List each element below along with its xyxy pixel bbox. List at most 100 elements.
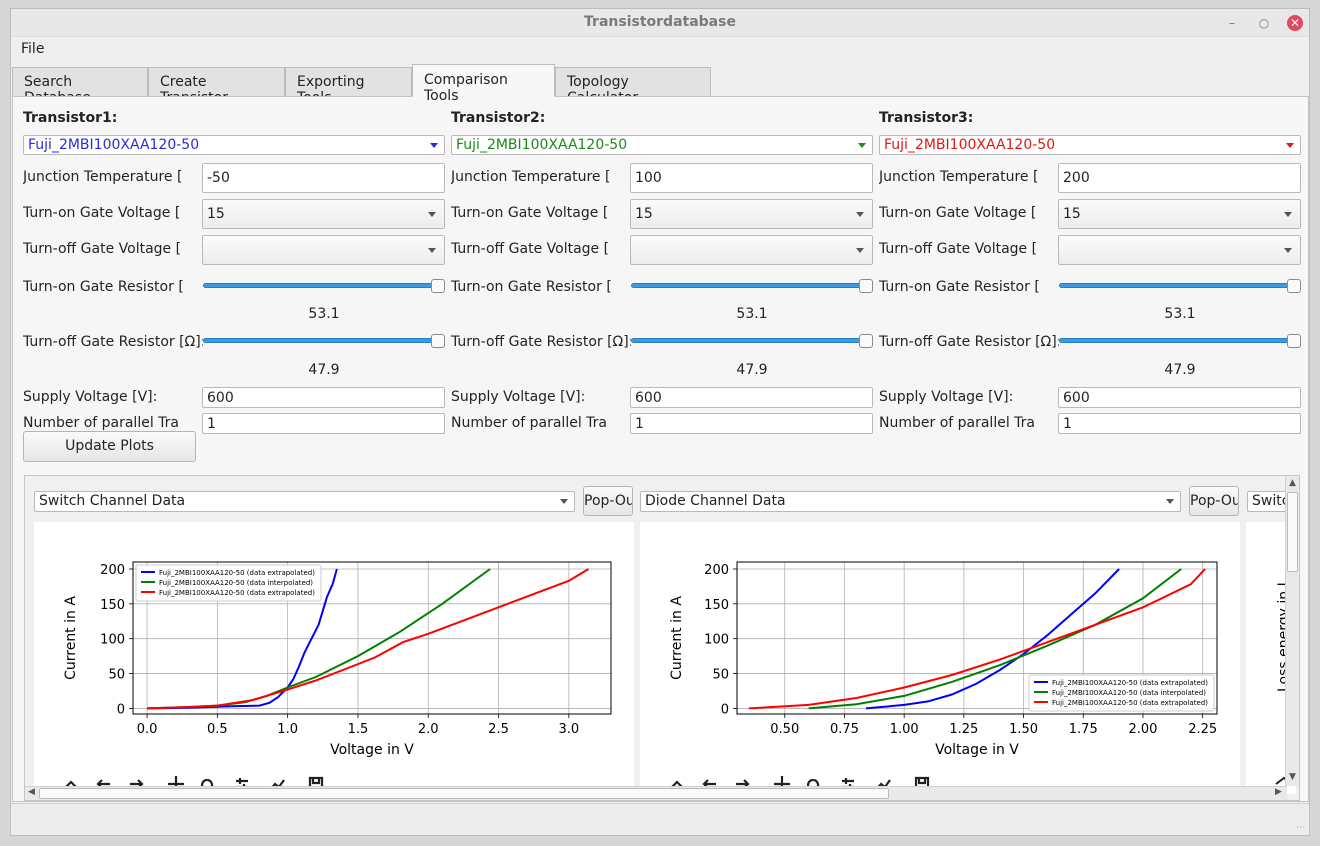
transistor3-turn-off-gate-resistor-slider[interactable] bbox=[1059, 334, 1301, 348]
transistor1-turn-on-gate-voltage-select[interactable]: 15 bbox=[202, 199, 445, 229]
transistor2-parallel-input[interactable]: 1 bbox=[630, 413, 873, 434]
transistor3-header: Transistor3: bbox=[879, 110, 974, 126]
minimize-icon[interactable]: – bbox=[1229, 16, 1235, 30]
slider-handle[interactable] bbox=[1287, 279, 1301, 293]
transistor2-turn-off-gate-resistor-slider[interactable] bbox=[631, 334, 873, 348]
tab-bar: Search Database Create Transistor Export… bbox=[12, 64, 1308, 106]
series-line-3 bbox=[147, 568, 590, 710]
transistor3-junction-temperature-label: Junction Temperature [ bbox=[879, 169, 1039, 185]
slider-handle[interactable] bbox=[859, 334, 873, 348]
vertical-scrollbar[interactable]: ▲ ▼ bbox=[1285, 476, 1299, 786]
chevron-down-icon bbox=[1286, 143, 1294, 148]
x-tick-label: 1.0 bbox=[277, 722, 298, 737]
slider-groove bbox=[631, 283, 867, 288]
transistor1-supply-voltage-input[interactable]: 600 bbox=[202, 387, 445, 408]
transistor3-supply-voltage-input[interactable]: 600 bbox=[1058, 387, 1301, 408]
plot-canvas-diode[interactable]: 0.50 0.75 1.00 1.25 1.50 1.75 2.00 2.25 0 50 100 15… bbox=[640, 522, 1240, 794]
transistor3-turn-on-gate-voltage-select[interactable]: 15 bbox=[1058, 199, 1301, 229]
horizontal-scrollbar[interactable]: ◀ ▶ bbox=[25, 786, 1287, 800]
tab-comparison-tools[interactable]: Comparison Tools bbox=[412, 64, 555, 104]
x-tick-label: 0.5 bbox=[207, 722, 228, 737]
transistor2-turn-off-gate-voltage-label: Turn-off Gate Voltage [ bbox=[451, 241, 610, 257]
y-tick-label: 100 bbox=[100, 633, 125, 648]
transistor3-turn-off-gate-voltage-label: Turn-off Gate Voltage [ bbox=[879, 241, 1038, 257]
legend-box bbox=[1028, 674, 1215, 712]
transistor3-turn-on-gate-resistor-value: 53.1 bbox=[1164, 306, 1196, 322]
chevron-down-icon bbox=[856, 248, 864, 253]
transistor2-turn-off-gate-resistor-label: Turn-off Gate Resistor [Ω]: bbox=[451, 334, 631, 350]
transistor2-name: Fuji_2MBI100XAA120-50 bbox=[456, 137, 628, 153]
tab-create-transistor[interactable]: Create Transistor bbox=[148, 67, 285, 106]
transistor1-selector[interactable]: Fuji_2MBI100XAA120-50 bbox=[23, 135, 445, 155]
transistor2-turn-on-gate-voltage-select[interactable]: 15 bbox=[630, 199, 873, 229]
scroll-right-icon[interactable]: ▶ bbox=[1275, 787, 1282, 797]
slider-handle[interactable] bbox=[431, 334, 445, 348]
transistor3-supply-voltage-label: Supply Voltage [V]: bbox=[879, 389, 1014, 405]
transistor3-turn-off-gate-resistor-value: 47.9 bbox=[1164, 362, 1196, 378]
transistor2-selector[interactable]: Fuji_2MBI100XAA120-50 bbox=[451, 135, 873, 155]
transistor1-turn-off-gate-voltage-select[interactable] bbox=[202, 235, 445, 265]
diode-channel-chart: 0.50 0.75 1.00 1.25 1.50 1.75 2.00 2.25 0 50 100 15… bbox=[668, 561, 1218, 792]
transistor2-supply-voltage-input[interactable]: 600 bbox=[630, 387, 873, 408]
transistor3-junction-temperature-input[interactable]: 200 bbox=[1058, 163, 1301, 193]
transistor2-header: Transistor2: bbox=[451, 110, 546, 126]
y-tick-label: 150 bbox=[100, 598, 125, 613]
plot-canvas-switch[interactable]: 0.0 0.5 1.0 1.5 2.0 2.5 3.0 0 50 100 150 200 Voltage… bbox=[34, 522, 634, 794]
slider-handle[interactable] bbox=[431, 279, 445, 293]
transistor1-parallel-input[interactable]: 1 bbox=[202, 413, 445, 434]
transistor3-turn-on-gate-resistor-slider[interactable] bbox=[1059, 279, 1301, 293]
legend-entry: Fuji_2MBI100XAA120-50 (data interpolated… bbox=[1052, 689, 1206, 697]
transistor3-parallel-input[interactable]: 1 bbox=[1058, 413, 1301, 434]
scroll-left-icon[interactable]: ◀ bbox=[28, 787, 35, 797]
transistor1-turn-on-gate-voltage-value: 15 bbox=[207, 206, 225, 222]
transistor3-turn-off-gate-voltage-select[interactable] bbox=[1058, 235, 1301, 265]
transistor1-turn-off-gate-voltage-label: Turn-off Gate Voltage [ bbox=[23, 241, 182, 257]
transistor3-turn-on-gate-resistor-label: Turn-on Gate Resistor [ bbox=[879, 279, 1040, 295]
x-tick-label: 2.25 bbox=[1188, 722, 1217, 737]
legend-entry: Fuji_2MBI100XAA120-50 (data interpolated… bbox=[159, 579, 313, 587]
x-tick-label: 1.25 bbox=[949, 722, 978, 737]
y-tick-label: 50 bbox=[712, 668, 729, 683]
popout-button-1[interactable]: Pop-Out bbox=[583, 486, 633, 516]
y-tick-label: 100 bbox=[704, 633, 729, 648]
transistor1-junction-temperature-input[interactable]: -50 bbox=[202, 163, 445, 193]
popout-button-2[interactable]: Pop-Out bbox=[1189, 486, 1239, 516]
menu-file[interactable]: File bbox=[21, 41, 45, 57]
tab-topology-calculator[interactable]: Topology Calculator bbox=[555, 67, 711, 106]
transistor2-supply-voltage-label: Supply Voltage [V]: bbox=[451, 389, 586, 405]
transistor2-turn-off-gate-voltage-select[interactable] bbox=[630, 235, 873, 265]
resize-grip-icon[interactable]: ⋯ bbox=[1296, 823, 1305, 833]
y-tick-label: 150 bbox=[704, 598, 729, 613]
x-tick-label: 2.5 bbox=[488, 722, 509, 737]
close-icon[interactable]: ✕ bbox=[1287, 15, 1303, 31]
y-axis-label: Current in A bbox=[669, 596, 685, 680]
status-bar: ⋯ bbox=[11, 803, 1309, 835]
plot-selector-switch[interactable]: Switch Channel Data bbox=[34, 491, 575, 512]
scroll-down-icon[interactable]: ▼ bbox=[1289, 772, 1296, 782]
transistor2-junction-temperature-input[interactable]: 100 bbox=[630, 163, 873, 193]
transistor1-header: Transistor1: bbox=[23, 110, 118, 126]
slider-handle[interactable] bbox=[1287, 334, 1301, 348]
tab-search-database[interactable]: Search Database bbox=[12, 67, 148, 106]
maximize-icon[interactable]: ○ bbox=[1258, 16, 1270, 30]
chevron-down-icon bbox=[1166, 499, 1174, 504]
legend-entry: Fuji_2MBI100XAA120-50 (data extrapolated… bbox=[159, 589, 315, 597]
vertical-scroll-handle[interactable] bbox=[1287, 492, 1298, 572]
transistor2-turn-on-gate-resistor-slider[interactable] bbox=[631, 279, 873, 293]
tab-exporting-tools[interactable]: Exporting Tools bbox=[285, 67, 412, 106]
transistor1-turn-on-gate-resistor-label: Turn-on Gate Resistor [ bbox=[23, 279, 184, 295]
x-tick-label: 1.5 bbox=[348, 722, 369, 737]
slider-handle[interactable] bbox=[859, 279, 873, 293]
y-tick-label: 0 bbox=[117, 702, 125, 717]
transistor1-turn-on-gate-resistor-slider[interactable] bbox=[203, 279, 445, 293]
update-plots-button[interactable]: Update Plots bbox=[23, 431, 196, 462]
plot-selector-diode[interactable]: Diode Channel Data bbox=[640, 491, 1181, 512]
horizontal-scroll-handle[interactable] bbox=[39, 788, 889, 799]
transistor1-name: Fuji_2MBI100XAA120-50 bbox=[28, 137, 200, 153]
plot-frame bbox=[736, 561, 1218, 715]
transistor3-selector[interactable]: Fuji_2MBI100XAA120-50 bbox=[879, 135, 1301, 155]
transistor1-turn-off-gate-resistor-slider[interactable] bbox=[203, 334, 445, 348]
scroll-up-icon[interactable]: ▲ bbox=[1289, 478, 1296, 488]
y-tick-label: 50 bbox=[108, 668, 125, 683]
x-tick-label: 0.50 bbox=[770, 722, 799, 737]
